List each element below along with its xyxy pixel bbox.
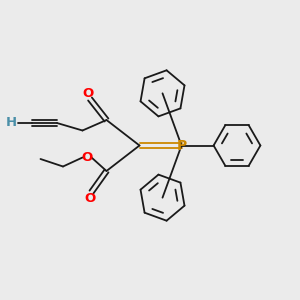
Text: O: O: [82, 87, 93, 100]
Text: H: H: [6, 116, 17, 130]
Text: O: O: [84, 191, 96, 205]
Text: P: P: [176, 139, 187, 152]
Text: O: O: [81, 151, 93, 164]
